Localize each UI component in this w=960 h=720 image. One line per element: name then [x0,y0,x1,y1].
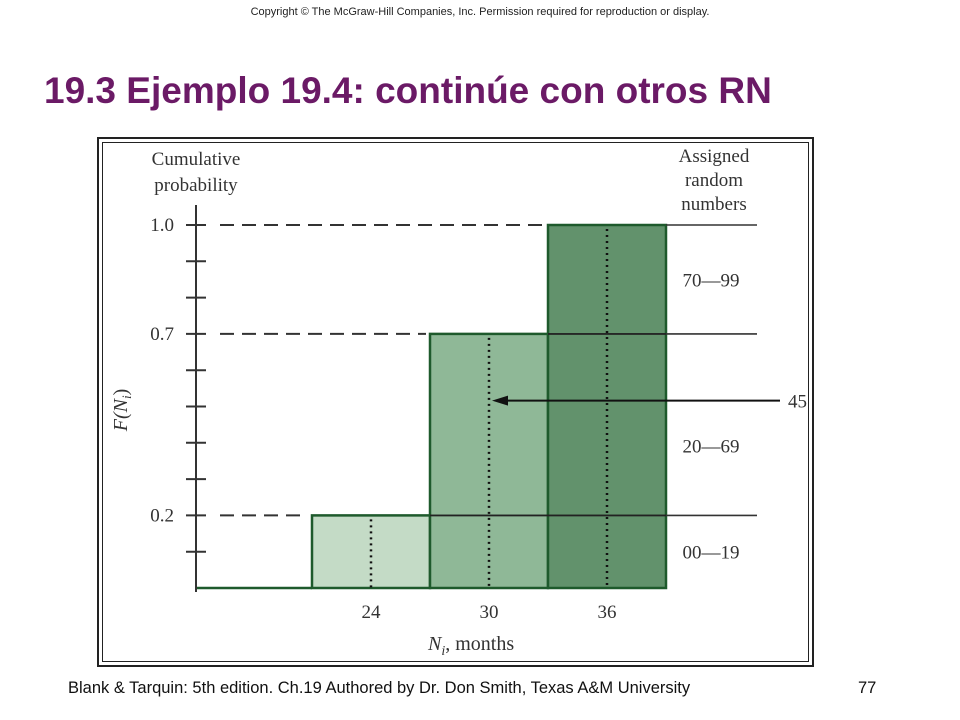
chart-marks: 1.0 0.7 0.2 70—99 20—69 00—19 45 24 30 36 [150,205,807,623]
range-label-2: 00—19 [683,543,740,564]
x-tick-label-30: 30 [480,602,499,623]
bar-36 [546,223,668,590]
x-tick-label-36: 36 [598,602,617,623]
x-axis-label-main: N [427,633,443,655]
x-tick-label-24: 24 [362,602,382,623]
range-label-1: 20—69 [683,437,740,458]
figure-inner-border [102,142,809,662]
y-axis-label-close: ) [110,389,132,396]
bar-30 [428,332,550,590]
y-tick-label-2: 0.2 [150,505,174,526]
copyright-notice: Copyright © The McGraw-Hill Companies, I… [250,6,710,18]
y-title-line-2: probability [154,175,238,196]
example-random-number: 45 [788,392,807,413]
y-tick-label-0: 1.0 [150,215,174,236]
y-axis-label: F(Ni) [110,389,134,433]
bar-24 [310,514,432,590]
example-arrowhead [492,395,508,406]
range-label-0: 70—99 [683,270,740,291]
x-axis-label-rest: , months [445,633,514,655]
page-number: 77 [858,679,877,697]
x-axis-label: Ni, months [427,633,514,659]
y-axis-label-main: F(N [110,397,132,432]
y-axis-label-sub: i [119,395,134,399]
x-axis-label-sub: i [441,644,445,659]
y-title-line-1: Cumulative [152,149,241,170]
right-header-line-2: random [685,170,743,191]
slide-footer: Blank & Tarquin: 5th edition. Ch.19 Auth… [68,679,691,697]
slide-title: 19.3 Ejemplo 19.4: continúe con otros RN [44,70,772,111]
y-tick-label-1: 0.7 [150,324,174,345]
right-header-line-3: numbers [681,194,746,215]
right-header-line-1: Assigned [679,146,750,167]
